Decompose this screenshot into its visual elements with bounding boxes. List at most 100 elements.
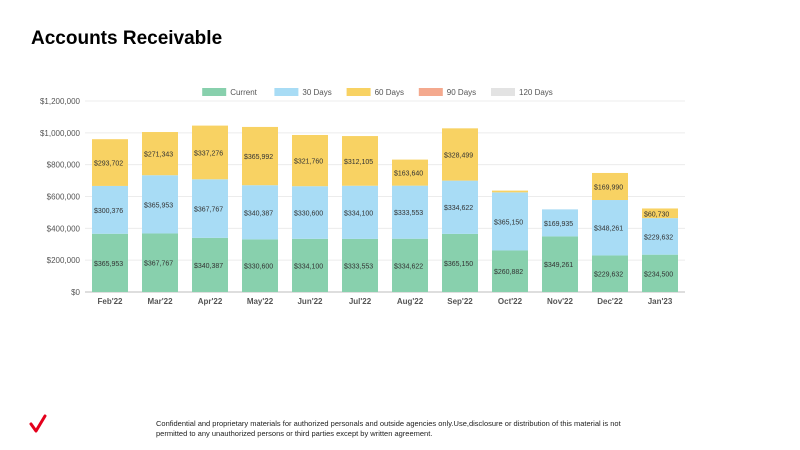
legend-swatch [418, 88, 443, 96]
x-tick-label: Jun'22 [297, 297, 323, 306]
x-tick-label: Aug'22 [397, 297, 424, 306]
legend-swatch [274, 88, 299, 96]
data-label: $365,953 [144, 202, 173, 209]
bar-segment [92, 139, 128, 186]
bar-segment [442, 180, 478, 234]
data-label: $337,276 [194, 150, 223, 157]
bar-segment [242, 239, 278, 292]
data-label: $334,622 [444, 205, 473, 212]
bar-segment [642, 254, 678, 292]
data-label: $293,702 [94, 161, 123, 168]
legend-label: 30 Days [302, 88, 331, 97]
data-label: $229,632 [644, 234, 673, 241]
data-label: $334,100 [294, 263, 323, 270]
y-tick-label: $400,000 [47, 224, 81, 233]
data-label: $349,261 [544, 262, 573, 269]
data-label: $333,553 [394, 210, 423, 217]
x-tick-label: Feb'22 [97, 297, 123, 306]
checkmark-logo-icon [29, 414, 47, 433]
bar-segment [592, 200, 628, 256]
bar-segment [242, 126, 278, 186]
legend-label: Current [230, 88, 257, 97]
bar-segment [142, 132, 178, 176]
data-label: $340,387 [194, 263, 223, 270]
y-tick-label: $1,000,000 [40, 129, 81, 138]
page-title: Accounts Receivable [31, 28, 223, 49]
bar-segment [92, 233, 128, 292]
bar-segment [292, 186, 328, 239]
data-label: $367,767 [144, 261, 173, 268]
data-label: $60,730 [644, 211, 669, 218]
bar-segment [142, 233, 178, 292]
data-label: $328,499 [444, 152, 473, 159]
bar-segment [292, 238, 328, 292]
bar-segment [392, 238, 428, 292]
bar-segment [192, 237, 228, 292]
x-tick-label: Mar'22 [147, 297, 173, 306]
data-label: $365,992 [244, 154, 273, 161]
bar-segment [542, 236, 578, 292]
data-label: $365,150 [444, 261, 473, 268]
bar-segment [392, 159, 428, 186]
bar-segment [342, 238, 378, 292]
y-tick-label: $1,200,000 [40, 97, 81, 106]
confidentiality-notice: Confidential and proprietary materials f… [156, 419, 621, 438]
x-tick-label: Jul'22 [349, 297, 372, 306]
legend-label: 90 Days [447, 88, 476, 97]
bar-segment [192, 179, 228, 238]
data-label: $365,150 [494, 219, 523, 226]
legend-swatch [346, 88, 371, 96]
data-label: $330,600 [294, 211, 323, 218]
bar-segment [342, 136, 378, 186]
data-label: $321,760 [294, 159, 323, 166]
bar-segment [542, 209, 578, 237]
x-tick-label: Oct'22 [498, 297, 523, 306]
data-label: $234,500 [644, 271, 673, 278]
legend-swatch [202, 88, 227, 96]
data-label: $334,622 [394, 263, 423, 270]
x-tick-label: Nov'22 [547, 297, 573, 306]
data-label: $348,261 [594, 226, 623, 233]
bar-segment [442, 233, 478, 292]
data-label: $271,343 [144, 152, 173, 159]
bar-segment [192, 125, 228, 180]
bar-segment [592, 172, 628, 201]
data-label: $260,882 [494, 269, 523, 276]
data-label: $330,600 [244, 264, 273, 271]
data-label: $333,553 [344, 263, 373, 270]
data-label: $312,105 [344, 159, 373, 166]
x-tick-label: Apr'22 [198, 297, 223, 306]
x-tick-label: Dec'22 [597, 297, 623, 306]
data-label: $334,100 [344, 210, 373, 217]
data-label: $367,767 [194, 207, 223, 214]
data-label: $300,376 [94, 208, 123, 215]
bar-segment [442, 128, 478, 181]
y-tick-label: $0 [71, 288, 80, 297]
bar-segment [492, 190, 528, 193]
bar-segment [592, 255, 628, 292]
data-label: $365,953 [94, 261, 123, 268]
bar-segment [392, 185, 428, 239]
bar-segment [492, 250, 528, 292]
bar-segment [492, 192, 528, 251]
bar-segment [342, 185, 378, 239]
legend-swatch [491, 88, 515, 96]
x-tick-label: Sep'22 [447, 297, 473, 306]
bar-segment [642, 218, 678, 255]
data-label: $169,990 [594, 184, 623, 191]
data-label: $169,935 [544, 221, 573, 228]
y-tick-label: $800,000 [47, 161, 81, 170]
bar-segment [142, 175, 178, 234]
data-label: $229,632 [594, 272, 623, 279]
x-tick-label: Jan'23 [648, 297, 673, 306]
y-tick-label: $600,000 [47, 193, 81, 202]
bar-segment [92, 185, 128, 234]
data-label: $340,387 [244, 210, 273, 217]
y-tick-label: $200,000 [47, 256, 81, 265]
legend-label: 120 Days [519, 88, 553, 97]
x-tick-label: May'22 [247, 297, 274, 306]
bar-segment [292, 134, 328, 187]
bar-segment [242, 185, 278, 240]
data-label: $163,640 [394, 171, 423, 178]
